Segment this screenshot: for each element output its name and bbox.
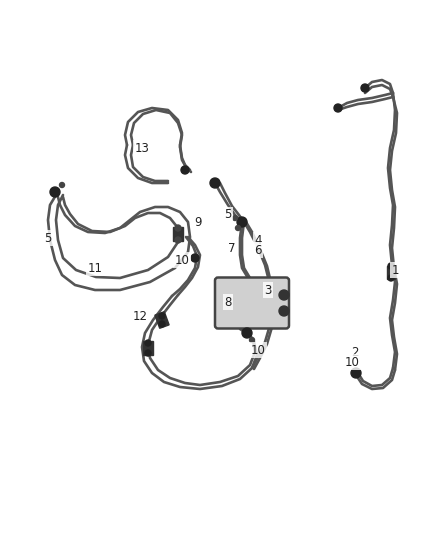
Circle shape — [388, 263, 394, 269]
Circle shape — [279, 306, 289, 316]
FancyBboxPatch shape — [215, 278, 289, 328]
Circle shape — [191, 254, 199, 262]
Text: 10: 10 — [251, 343, 265, 357]
Circle shape — [334, 104, 342, 112]
Text: 8: 8 — [224, 295, 232, 309]
Text: 4: 4 — [254, 233, 262, 246]
Text: 5: 5 — [224, 208, 232, 222]
Text: 10: 10 — [345, 356, 360, 368]
Circle shape — [50, 187, 60, 197]
Circle shape — [159, 313, 165, 319]
Circle shape — [361, 84, 369, 92]
Circle shape — [145, 340, 151, 346]
Text: 10: 10 — [175, 254, 190, 266]
Circle shape — [175, 225, 181, 231]
Text: 13: 13 — [134, 141, 149, 155]
Bar — [387, 265, 395, 279]
Bar — [155, 312, 169, 328]
Text: 11: 11 — [88, 262, 102, 274]
Circle shape — [351, 368, 361, 378]
Circle shape — [210, 178, 220, 188]
Text: 12: 12 — [133, 310, 148, 322]
Circle shape — [145, 350, 151, 356]
Circle shape — [237, 217, 247, 227]
Text: 5: 5 — [44, 231, 52, 245]
Text: 9: 9 — [194, 215, 202, 229]
Circle shape — [236, 225, 240, 230]
Text: 6: 6 — [254, 244, 262, 256]
Circle shape — [60, 182, 64, 188]
Circle shape — [279, 290, 289, 300]
Circle shape — [250, 337, 254, 343]
Bar — [173, 227, 183, 241]
Text: 3: 3 — [264, 284, 272, 296]
Circle shape — [242, 328, 252, 338]
Circle shape — [388, 275, 394, 281]
Text: 1: 1 — [391, 263, 399, 277]
Circle shape — [181, 166, 189, 174]
Circle shape — [233, 215, 237, 221]
Circle shape — [175, 237, 181, 243]
Bar — [143, 341, 153, 355]
Circle shape — [159, 321, 165, 327]
Text: 2: 2 — [351, 345, 359, 359]
Text: 7: 7 — [228, 241, 236, 254]
